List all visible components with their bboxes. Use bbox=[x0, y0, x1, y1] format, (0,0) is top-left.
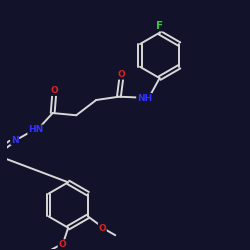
Text: N: N bbox=[11, 136, 18, 145]
Text: F: F bbox=[156, 21, 163, 31]
Text: O: O bbox=[58, 240, 66, 249]
Text: HN: HN bbox=[28, 125, 43, 134]
Text: NH: NH bbox=[137, 94, 152, 102]
Text: O: O bbox=[117, 70, 125, 79]
Text: O: O bbox=[98, 224, 106, 232]
Text: O: O bbox=[50, 86, 58, 95]
